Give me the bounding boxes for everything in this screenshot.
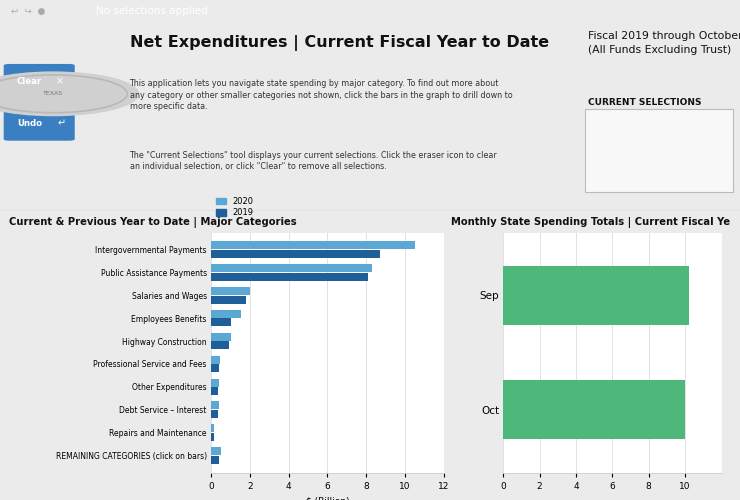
FancyBboxPatch shape — [585, 109, 733, 192]
Bar — [211, 410, 218, 418]
Bar — [211, 432, 214, 440]
Text: ×: × — [56, 76, 64, 86]
Bar — [211, 456, 219, 464]
Bar — [211, 356, 221, 364]
Bar — [211, 364, 219, 372]
Text: The "Current Selections" tool displays your current selections. Click the eraser: The "Current Selections" tool displays y… — [130, 150, 497, 172]
Bar — [211, 341, 229, 349]
Bar — [211, 402, 219, 409]
Text: ↵: ↵ — [58, 118, 66, 128]
Bar — [211, 287, 249, 295]
Bar — [211, 318, 232, 326]
Bar — [211, 264, 372, 272]
Text: Clear: Clear — [17, 77, 42, 86]
FancyBboxPatch shape — [4, 106, 75, 140]
Bar — [211, 447, 221, 455]
Text: Current & Previous Year to Date | Major Categories: Current & Previous Year to Date | Major … — [9, 218, 297, 228]
Legend: 2020, 2019: 2020, 2019 — [212, 194, 257, 220]
X-axis label: $ (Billion): $ (Billion) — [306, 496, 349, 500]
Text: Undo: Undo — [17, 118, 42, 128]
Bar — [211, 333, 232, 341]
Bar — [211, 296, 246, 304]
Bar — [503, 266, 689, 325]
Bar — [503, 380, 685, 440]
Bar — [211, 242, 415, 250]
Bar — [211, 310, 241, 318]
FancyBboxPatch shape — [4, 64, 75, 99]
Text: TEXAS: TEXAS — [43, 92, 64, 96]
Circle shape — [0, 72, 138, 116]
Text: No selections applied: No selections applied — [96, 6, 208, 16]
Text: This application lets you navigate state spending by major category. To find out: This application lets you navigate state… — [130, 78, 512, 112]
Bar — [211, 272, 369, 280]
Bar — [211, 424, 214, 432]
Text: Fiscal 2019 through October
(All Funds Excluding Trust): Fiscal 2019 through October (All Funds E… — [588, 32, 740, 56]
Text: Net Expenditures | Current Fiscal Year to Date: Net Expenditures | Current Fiscal Year t… — [130, 35, 548, 51]
Bar — [211, 250, 380, 258]
Bar — [211, 387, 218, 395]
Text: Monthly State Spending Totals | Current Fiscal Ye: Monthly State Spending Totals | Current … — [451, 218, 730, 228]
Text: ↩  ↪  ●: ↩ ↪ ● — [11, 7, 45, 16]
Bar — [211, 378, 219, 386]
Text: CURRENT SELECTIONS: CURRENT SELECTIONS — [588, 98, 702, 106]
